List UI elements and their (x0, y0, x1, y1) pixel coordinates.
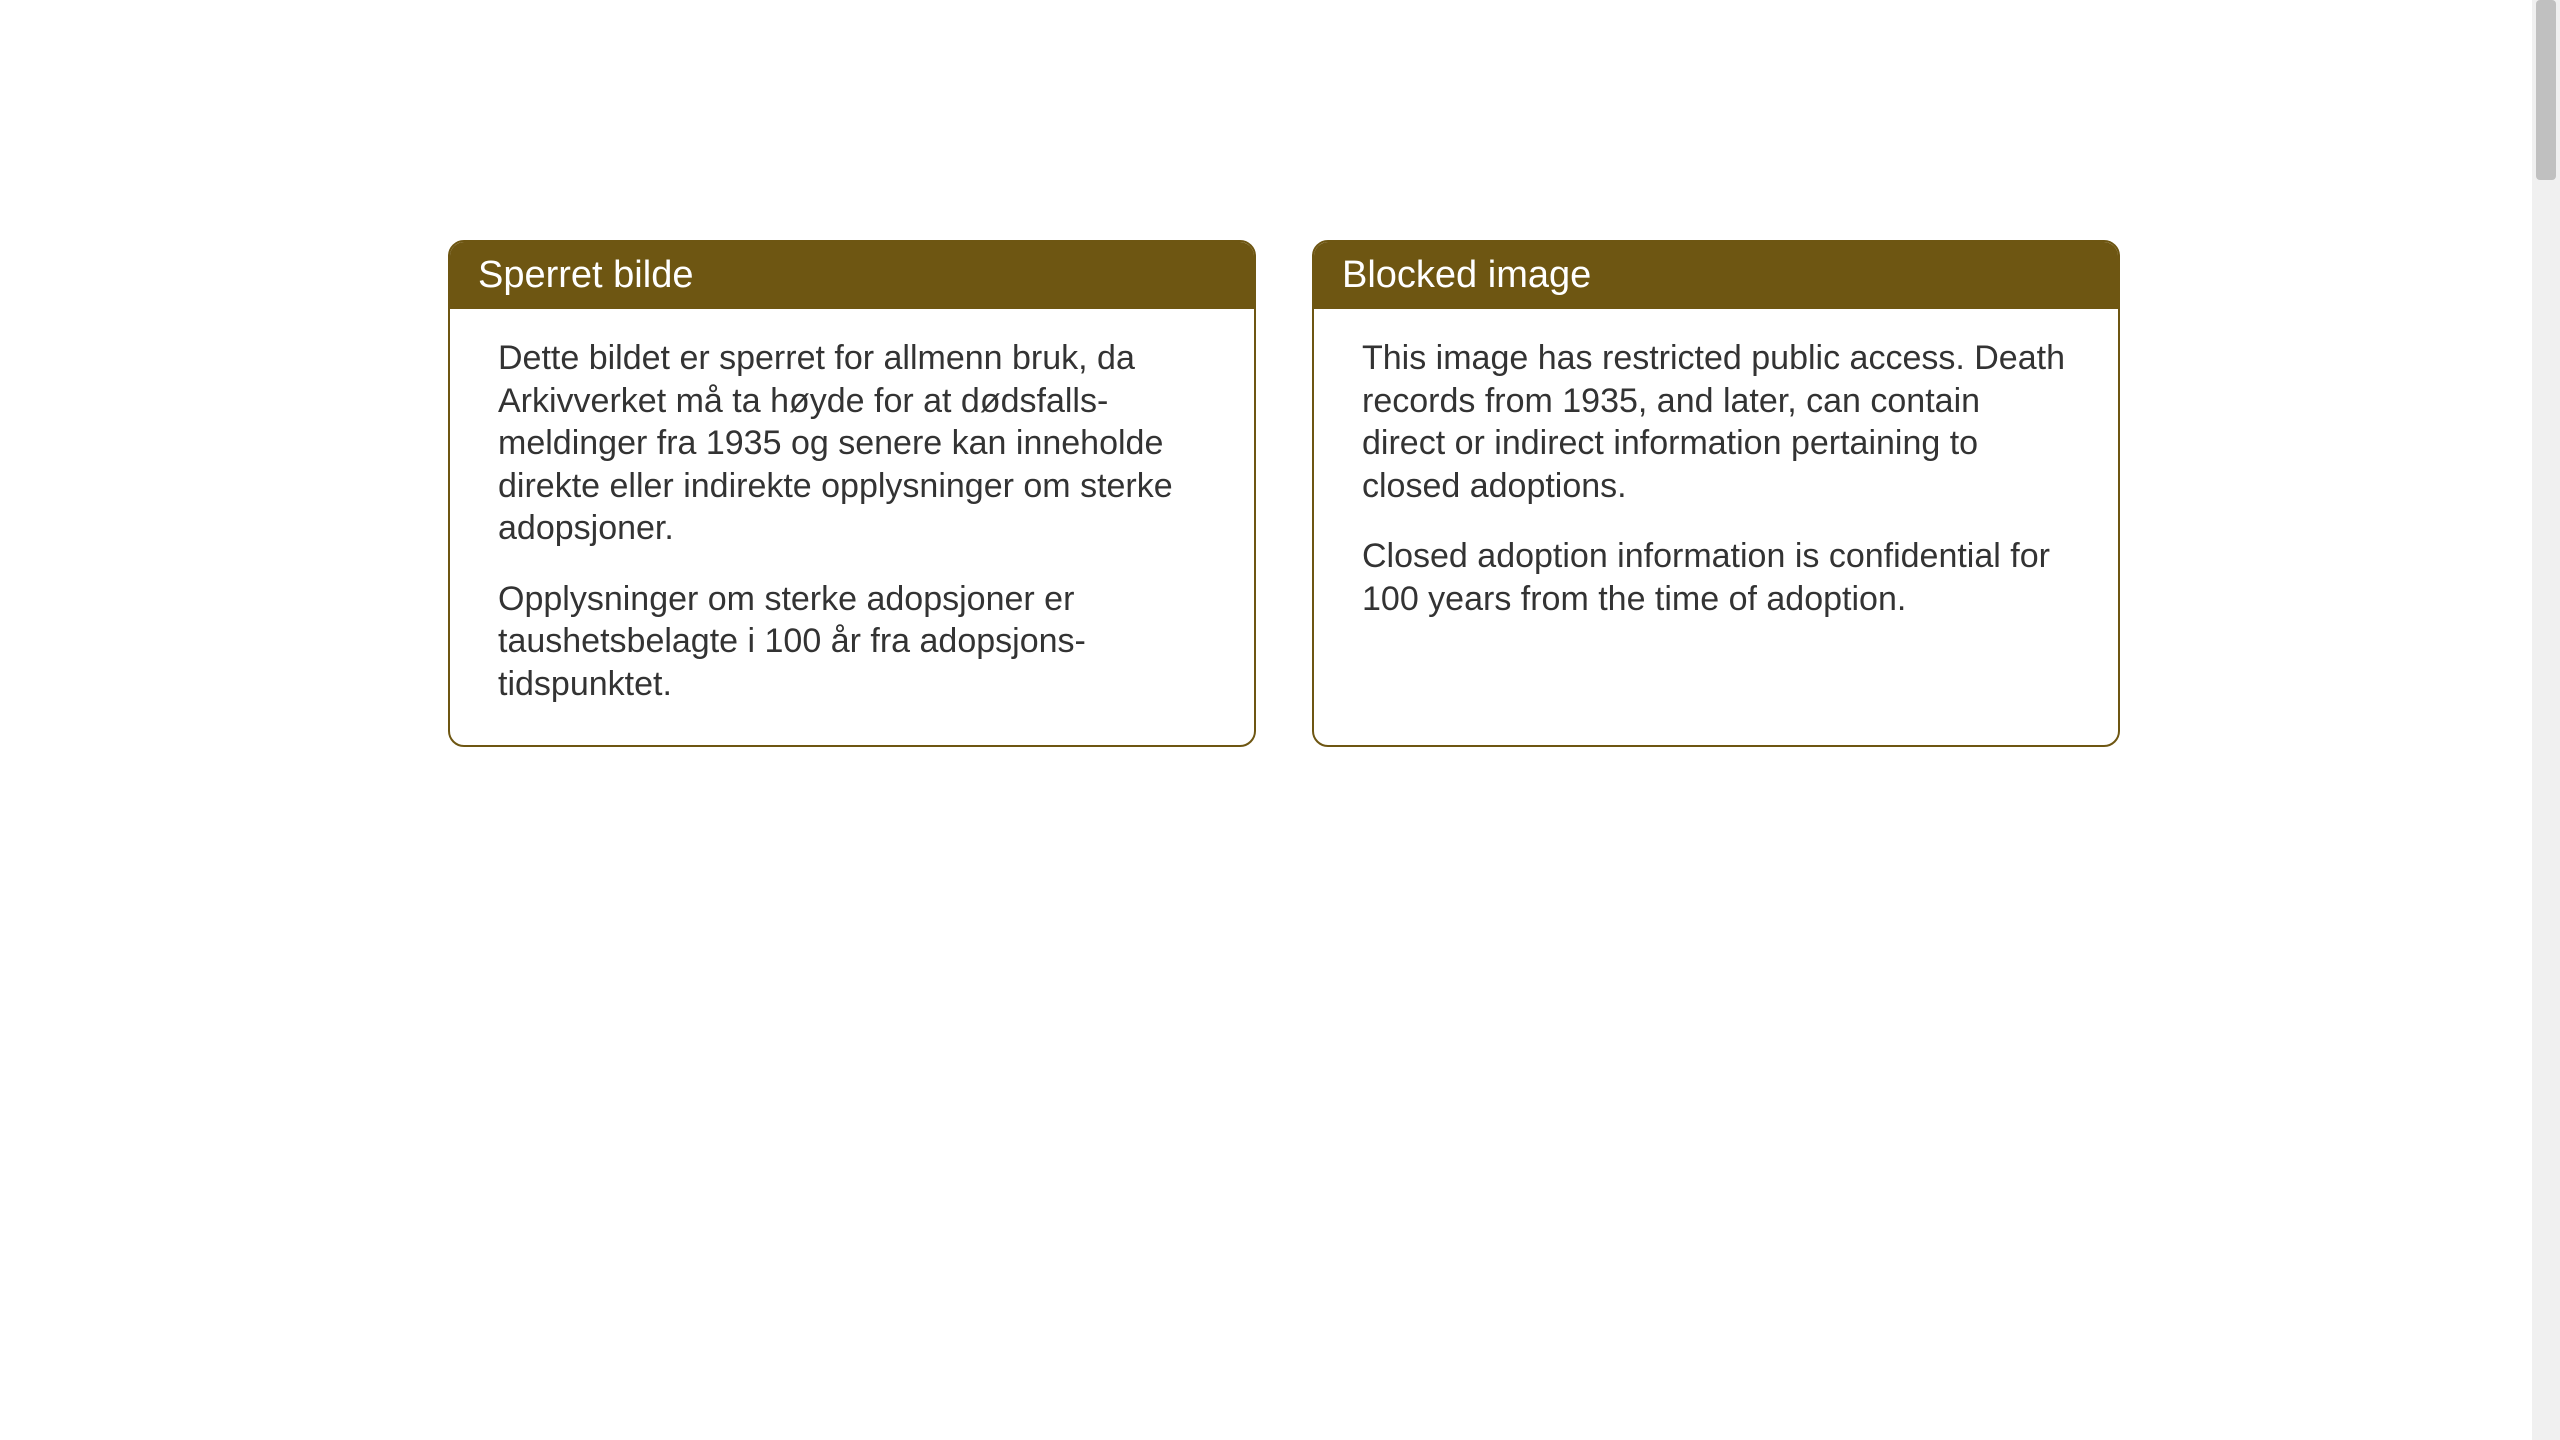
notice-body-english: This image has restricted public access.… (1314, 309, 2118, 660)
scrollbar-thumb[interactable] (2536, 0, 2556, 180)
notice-paragraph: Opplysninger om sterke adopsjoner er tau… (498, 578, 1206, 706)
notice-header-english: Blocked image (1314, 242, 2118, 309)
notices-container: Sperret bilde Dette bildet er sperret fo… (448, 240, 2120, 747)
notice-paragraph: Closed adoption information is confident… (1362, 535, 2070, 620)
notice-paragraph: Dette bildet er sperret for allmenn bruk… (498, 337, 1206, 550)
notice-header-norwegian: Sperret bilde (450, 242, 1254, 309)
scrollbar-track[interactable] (2532, 0, 2560, 1440)
notice-paragraph: This image has restricted public access.… (1362, 337, 2070, 507)
notice-box-english: Blocked image This image has restricted … (1312, 240, 2120, 747)
notice-body-norwegian: Dette bildet er sperret for allmenn bruk… (450, 309, 1254, 745)
notice-box-norwegian: Sperret bilde Dette bildet er sperret fo… (448, 240, 1256, 747)
